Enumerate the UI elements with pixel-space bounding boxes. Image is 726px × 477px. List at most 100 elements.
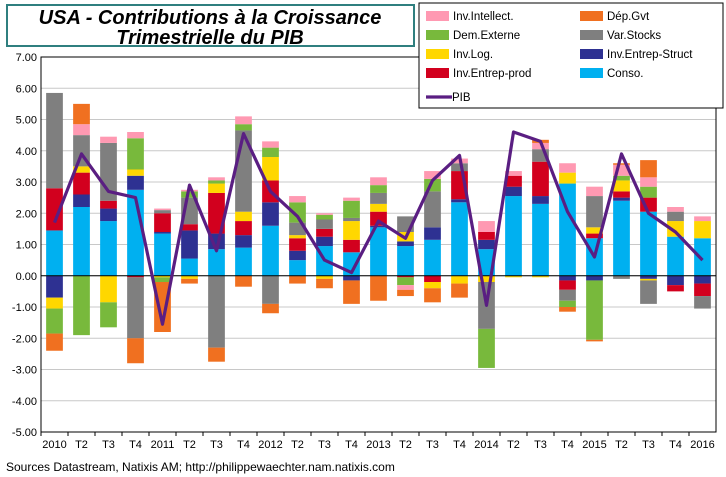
bar-segment xyxy=(73,194,90,207)
bar-segment xyxy=(478,239,495,250)
bar-segment xyxy=(154,208,171,211)
bar-segment xyxy=(73,275,90,336)
bar-segment xyxy=(532,142,549,150)
y-axis-labels: 7.00 6.00 5.00 4.00 3.00 2.00 1.00 0.00 -1.00 -2.… xyxy=(12,52,37,439)
legend-swatch xyxy=(580,30,603,40)
legend-label: Inv.Entrep-prod xyxy=(453,68,531,80)
title-box: USA - Contributions à la Croissance Trim… xyxy=(6,4,415,49)
bar-segment xyxy=(100,136,117,143)
bar-segment xyxy=(181,258,198,276)
bar-segment xyxy=(154,233,171,276)
bar-segment xyxy=(397,241,414,247)
legend-label: Inv.Intellect. xyxy=(453,11,514,23)
source-note: Sources Datastream, Natixis AM; http://p… xyxy=(6,460,395,474)
bar-segment xyxy=(316,228,333,237)
legend-item: Conso. xyxy=(580,68,643,80)
legend-item: PIB xyxy=(426,92,471,104)
bar-segment xyxy=(73,207,90,276)
bar-segment xyxy=(667,211,684,222)
bar-segment xyxy=(208,180,225,184)
bar-segment xyxy=(424,191,441,228)
bar-segment xyxy=(667,236,684,276)
bar-segment xyxy=(127,138,144,170)
bar-segment xyxy=(694,283,711,297)
bar-segment xyxy=(46,297,63,309)
bar-segment xyxy=(640,186,657,198)
bar-segment xyxy=(505,175,522,187)
bar-segment xyxy=(640,275,657,279)
bar-segment xyxy=(667,285,684,292)
bar-segment xyxy=(208,275,225,348)
bar-segment xyxy=(100,302,117,328)
bar-segment xyxy=(262,141,279,148)
bar-segment xyxy=(127,275,144,278)
bar-segment xyxy=(181,275,198,279)
x-tick-label: T3 xyxy=(642,439,655,451)
y-tick-label: -2.00 xyxy=(12,333,37,345)
bar-segment xyxy=(316,236,333,247)
bar-segment xyxy=(370,203,387,212)
bar-segment xyxy=(370,177,387,186)
bar-segment xyxy=(127,277,144,339)
legend-label: Var.Stocks xyxy=(607,30,661,42)
bar-segment xyxy=(451,283,468,298)
bar-segment xyxy=(694,221,711,239)
bar-segment xyxy=(667,275,684,286)
bar-segment xyxy=(613,163,630,165)
bar-segment xyxy=(559,307,576,312)
legend-swatch xyxy=(426,68,449,78)
legend: Inv.Intellect. Dép.Gvt Dem.Externe Var.Stoc… xyxy=(418,2,724,109)
bar-segment xyxy=(370,227,387,276)
bar-segment xyxy=(532,161,549,197)
bar-segment xyxy=(586,339,603,342)
legend-box xyxy=(418,2,724,109)
chart-title-line1: USA - Contributions à la Croissance xyxy=(39,7,382,29)
bar-segment xyxy=(46,333,63,351)
y-tick-label: 4.00 xyxy=(16,146,37,158)
bar-segment xyxy=(100,221,117,276)
bar-segment xyxy=(46,308,63,334)
bar-segment xyxy=(559,300,576,307)
bar-segment xyxy=(559,275,576,281)
bar-segment xyxy=(370,275,387,301)
x-tick-label: 2010 xyxy=(42,439,66,451)
bar-segment xyxy=(289,275,306,284)
bar-segment xyxy=(46,275,63,298)
bar-segment xyxy=(424,282,441,289)
x-tick-label: T4 xyxy=(345,439,358,451)
bar-segment xyxy=(667,207,684,212)
x-tick-label: 2013 xyxy=(366,439,390,451)
bar-segment xyxy=(559,280,576,290)
y-tick-label: -4.00 xyxy=(12,396,37,408)
x-tick-label: T2 xyxy=(75,439,88,451)
bar-segment xyxy=(613,180,630,192)
x-tick-label: 2015 xyxy=(582,439,606,451)
bar-segment xyxy=(100,275,117,303)
bar-segment xyxy=(370,192,387,204)
pib-line xyxy=(53,130,704,326)
bar-segment xyxy=(316,214,333,220)
bar-segment xyxy=(46,230,63,276)
legend-label: Dem.Externe xyxy=(453,30,520,42)
bar-segment xyxy=(154,232,171,234)
y-tick-label: 1.00 xyxy=(16,240,37,252)
bar-segment xyxy=(694,296,711,309)
bar-segment xyxy=(343,221,360,240)
bar-segment xyxy=(154,213,171,232)
bar-segment xyxy=(262,157,279,181)
bar-segment xyxy=(154,277,171,282)
legend-item: Dem.Externe xyxy=(426,30,520,42)
bar-segment xyxy=(343,239,360,253)
bar-segment xyxy=(559,289,576,301)
x-tick-label: T2 xyxy=(291,439,304,451)
bar-segment xyxy=(424,275,441,282)
bar-segment xyxy=(532,196,549,204)
legend-label: Dép.Gvt xyxy=(607,11,650,23)
bar-segment xyxy=(46,188,63,231)
bar-segment xyxy=(73,124,90,136)
bar-segment xyxy=(451,163,468,172)
bar-segment xyxy=(208,177,225,181)
bar-segment xyxy=(343,280,360,304)
legend-item: Inv.Log. xyxy=(426,49,493,61)
